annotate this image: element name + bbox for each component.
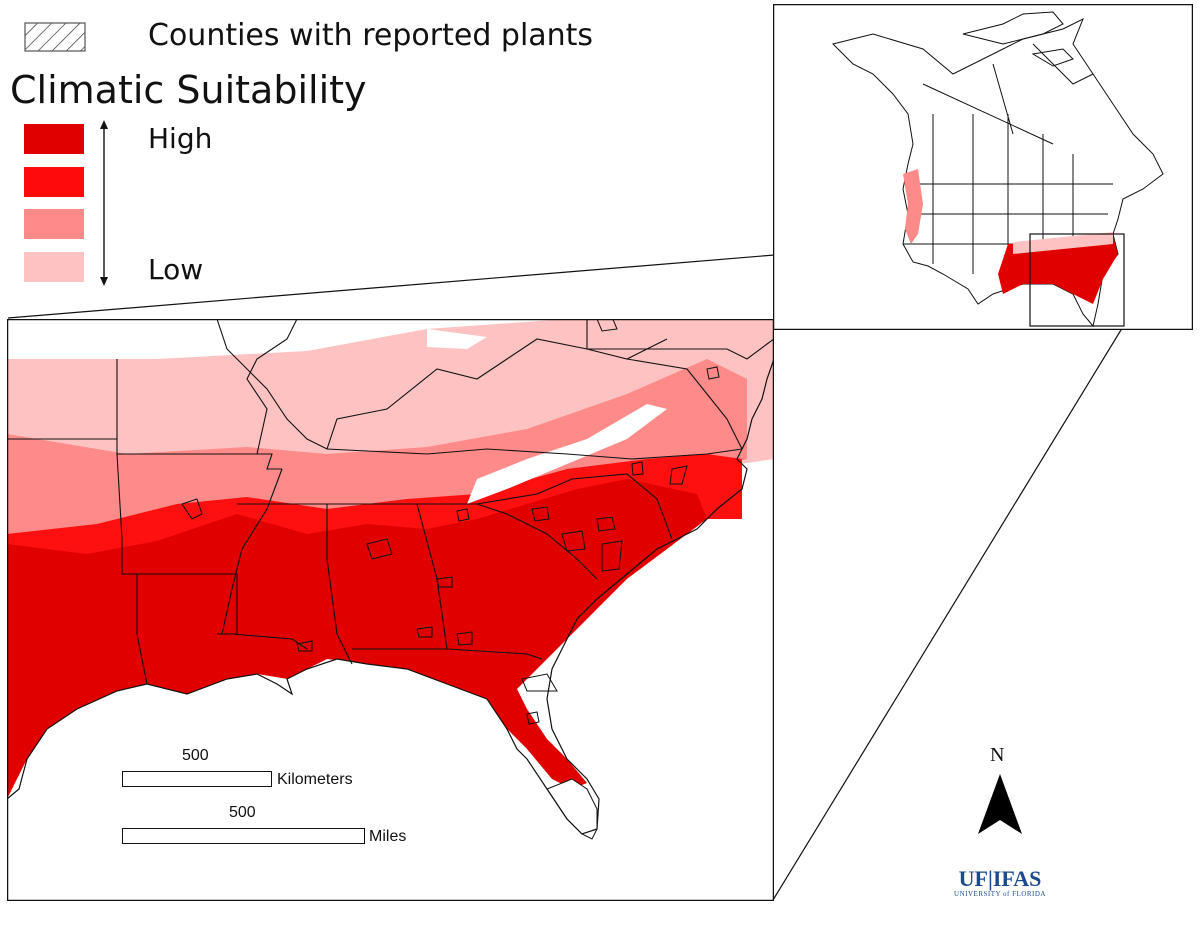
hatch-label: Counties with reported plants	[148, 18, 594, 53]
swatch-high	[24, 124, 84, 154]
north-arrow-icon	[978, 774, 1022, 834]
legend-title: Climatic Suitability	[10, 68, 367, 112]
north-america-outline	[832, 17, 1164, 328]
swatch-medium-low	[24, 209, 84, 239]
logo-sub: UNIVERSITY of FLORIDA	[954, 890, 1046, 898]
scale-km-unit: Kilometers	[277, 771, 353, 788]
scale-km-value: 500	[182, 747, 209, 764]
legend: Counties with reported plants Climatic S…	[0, 0, 700, 300]
gradient-arrow	[100, 120, 108, 286]
swatch-medium-high	[24, 167, 84, 197]
inset-southeast-pale	[1013, 232, 1113, 254]
main-map	[7, 319, 774, 901]
gulf-of-mexico	[7, 519, 774, 901]
logo-main: UF|IFAS	[958, 866, 1042, 891]
low-label: Low	[148, 253, 204, 286]
scale-mi-unit: Miles	[369, 828, 407, 845]
inset-extent-box	[1029, 233, 1125, 327]
coastline	[7, 358, 774, 835]
scale-km-bar	[122, 771, 272, 787]
scale-mi-value: 500	[229, 804, 256, 821]
north-label: N	[990, 744, 1005, 766]
high-label: High	[148, 122, 213, 155]
uf-ifas-logo: UF|IFAS UNIVERSITY of FLORIDA	[950, 866, 1050, 899]
hatch-swatch	[24, 22, 86, 52]
inset-west-coast	[903, 169, 923, 244]
scale-mi-bar	[122, 828, 365, 844]
swatch-low	[24, 252, 84, 282]
inset-southeast	[998, 236, 1118, 304]
inset-map	[773, 4, 1193, 330]
high-suitability-region	[7, 479, 707, 799]
